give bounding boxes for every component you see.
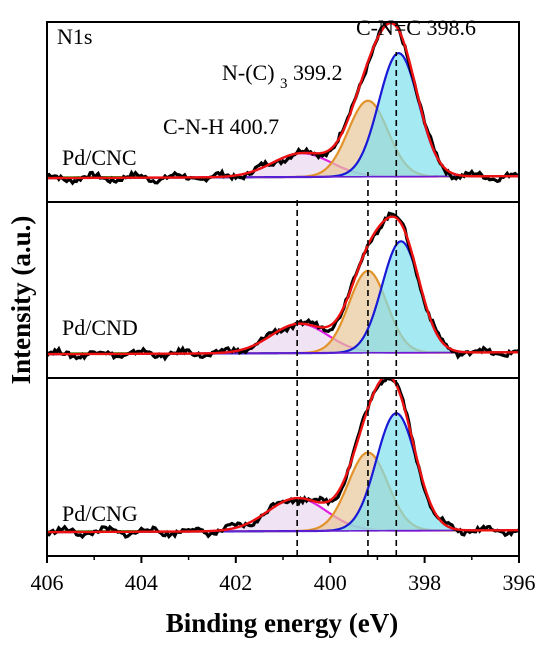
envelope-curve — [47, 215, 519, 356]
panel-plot-2 — [47, 378, 519, 540]
peak-label-nc3: N-(C) 3 399.2 — [222, 60, 343, 92]
component-fill-C-N=C — [47, 241, 519, 355]
x-tick-label-400: 400 — [314, 570, 347, 595]
component-fill-C-N-H — [47, 323, 519, 355]
panel-1 — [47, 211, 519, 362]
y-axis-label: Intensity (a.u.) — [6, 216, 36, 385]
peak-label-cnc: C-N=C 398.6 — [356, 15, 476, 40]
panel-2 — [47, 378, 519, 540]
panel-plot-0 — [47, 22, 519, 186]
envelope-curve — [47, 22, 519, 180]
envelope-curve — [47, 378, 519, 534]
corner-label: N1s — [57, 24, 92, 49]
x-tick-label-404: 404 — [125, 570, 158, 595]
panel-plot-1 — [47, 211, 519, 362]
x-tick-label-396: 396 — [503, 570, 536, 595]
panel-label-0: Pd/CNC — [62, 145, 137, 170]
panel-0 — [47, 22, 519, 186]
component-fill-C-N-H — [47, 153, 519, 179]
panel-label-2: Pd/CNG — [62, 501, 138, 526]
x-tick-label-398: 398 — [408, 570, 441, 595]
component-fill-C-N=C — [47, 413, 519, 533]
x-axis: 406 404 402 400 398 396 — [31, 556, 536, 595]
component-fill-C-N-H — [47, 498, 519, 533]
component-fill-C-N=C — [47, 53, 519, 179]
frames-layer — [46, 21, 520, 557]
panel-label-1: Pd/CND — [62, 315, 138, 340]
x-tick-label-406: 406 — [31, 570, 64, 595]
x-axis-label: Binding energy (eV) — [166, 608, 399, 638]
peak-label-cnh: C-N-H 400.7 — [163, 114, 279, 139]
panels-layer — [47, 22, 519, 540]
reference-lines — [296, 52, 398, 556]
peak-label-nc3-value: 399.2 — [288, 60, 343, 85]
labels-layer: N1s C-N=C 398.6 N-(C) 3 399.2 C-N-H 400.… — [6, 15, 476, 638]
subscript: 3 — [280, 76, 288, 92]
peak-label-nc3-text: N-(C) — [222, 60, 275, 85]
x-tick-label-402: 402 — [219, 570, 252, 595]
